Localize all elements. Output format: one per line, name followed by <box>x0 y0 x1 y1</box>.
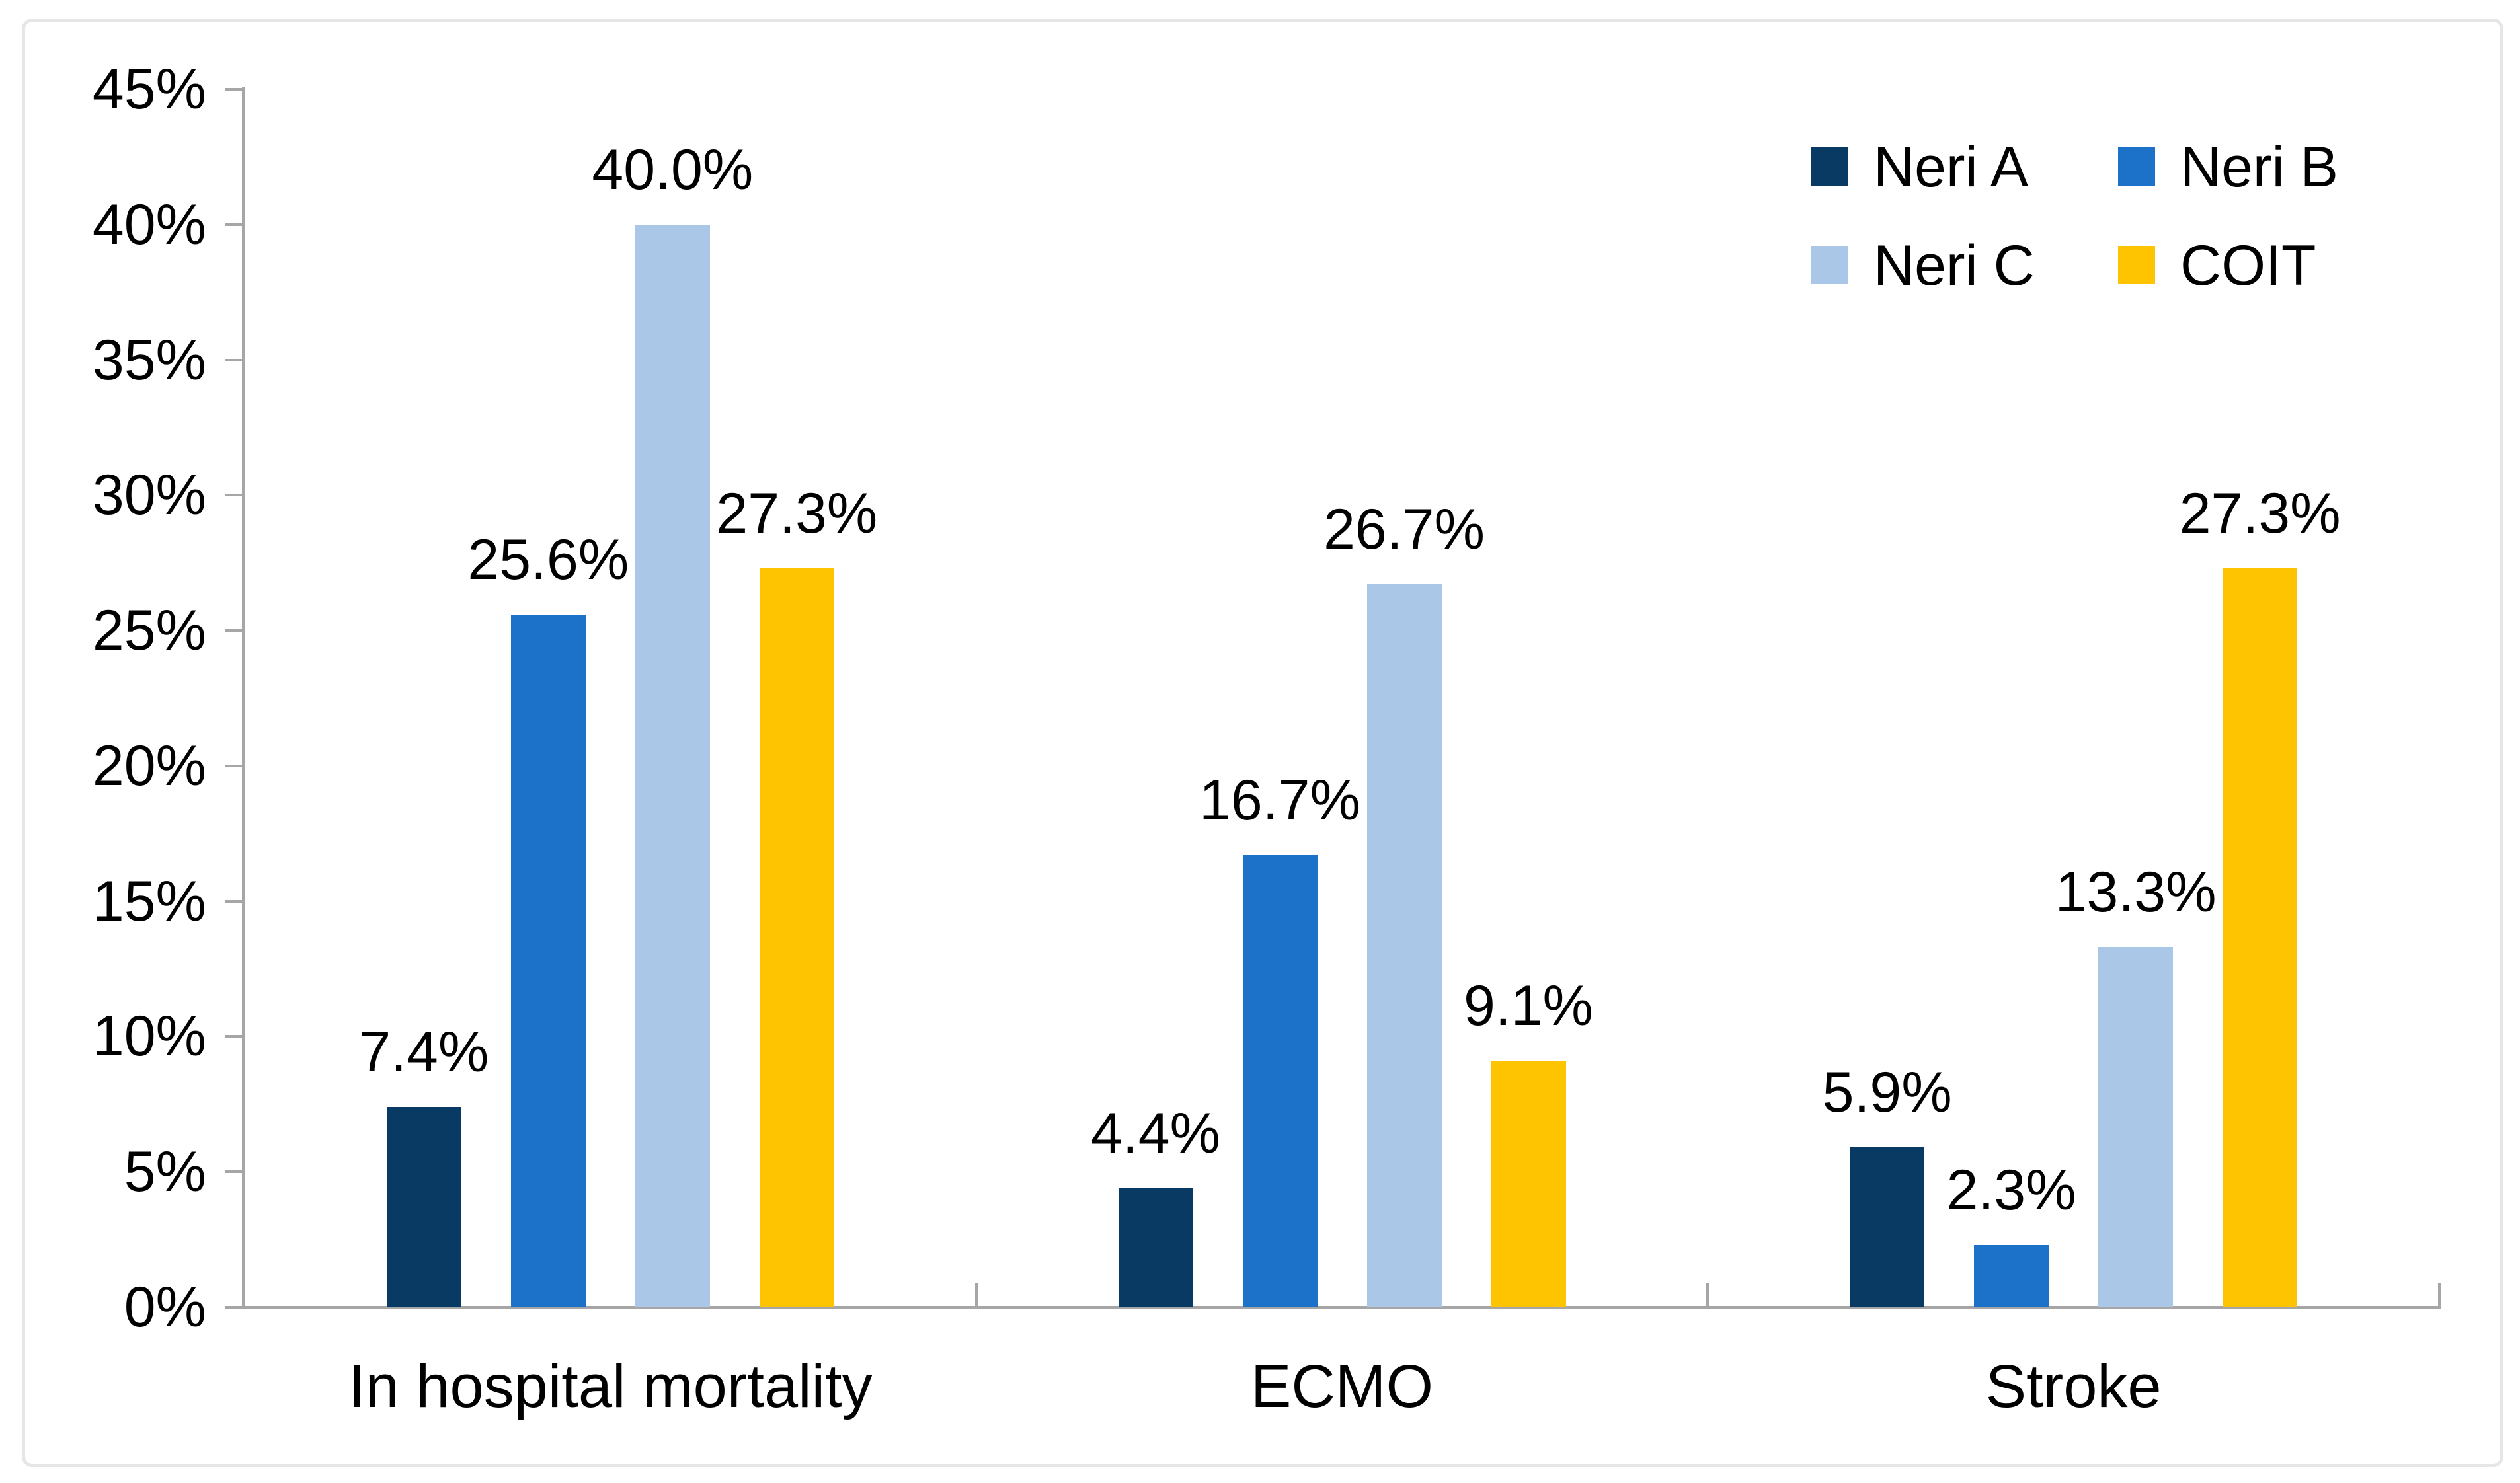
category-label-stroke: Stroke <box>1985 1353 2162 1420</box>
legend-swatch-coit <box>2118 246 2155 284</box>
legend-swatch-neri-c <box>1811 246 1848 284</box>
y-axis-tick <box>225 1306 245 1309</box>
category-label-ecmo: ECMO <box>1251 1353 1433 1420</box>
y-axis-tick <box>225 764 245 767</box>
y-axis-tick-label: 25% <box>92 599 206 663</box>
legend-label-neri-c: Neri C <box>1873 234 2035 297</box>
bar-neri-c-stroke <box>2098 947 2174 1307</box>
y-axis-tick-label: 10% <box>92 1005 206 1069</box>
bar-value-label: 25.6% <box>467 527 629 591</box>
bar-value-label: 5.9% <box>1822 1061 1952 1125</box>
y-axis-line <box>242 87 245 1309</box>
y-axis-tick-label: 30% <box>92 463 206 527</box>
bar-value-label: 4.4% <box>1090 1101 1221 1165</box>
y-axis-tick <box>225 629 245 632</box>
legend-label-neri-a: Neri A <box>1873 135 2029 199</box>
y-axis-tick <box>225 1170 245 1174</box>
bar-value-label: 13.3% <box>2055 860 2217 925</box>
legend-swatch-neri-a <box>1811 147 1848 186</box>
y-axis-tick-label: 35% <box>92 328 206 392</box>
bar-coit-ecmo <box>1491 1061 1566 1307</box>
bar-neri-b-in-hospital-mortality <box>510 614 586 1307</box>
bar-neri-b-stroke <box>1974 1244 2049 1307</box>
y-axis-tick-label: 0% <box>124 1275 206 1339</box>
y-axis-tick-label: 40% <box>92 192 206 256</box>
y-axis-tick-label: 45% <box>92 57 206 121</box>
y-axis-tick <box>225 494 245 497</box>
y-axis-tick <box>225 223 245 226</box>
legend-swatch-neri-b <box>2118 147 2155 186</box>
y-axis-tick-label: 5% <box>124 1140 206 1204</box>
x-axis-line <box>242 1306 2441 1309</box>
bar-neri-a-ecmo <box>1118 1188 1193 1307</box>
bar-value-label: 2.3% <box>1946 1158 2076 1222</box>
x-axis-category-tick <box>1706 1283 1710 1306</box>
bar-value-label: 9.1% <box>1463 974 1594 1038</box>
legend-label-coit: COIT <box>2180 234 2316 297</box>
x-axis-category-tick <box>2438 1283 2441 1306</box>
bar-coit-stroke <box>2223 568 2298 1307</box>
bar-value-label: 7.4% <box>359 1020 489 1084</box>
x-axis-category-tick <box>974 1283 978 1306</box>
y-axis-tick-label: 20% <box>92 734 206 798</box>
category-label-in-hospital-mortality: In hospital mortality <box>348 1353 873 1420</box>
bar-neri-c-ecmo <box>1366 584 1442 1307</box>
bar-value-label: 40.0% <box>592 137 754 202</box>
bar-neri-a-in-hospital-mortality <box>386 1106 461 1307</box>
bar-neri-c-in-hospital-mortality <box>635 224 710 1307</box>
y-axis-tick <box>225 358 245 361</box>
bar-value-label: 16.7% <box>1199 769 1360 833</box>
bar-coit-in-hospital-mortality <box>759 568 834 1307</box>
bar-value-label: 26.7% <box>1323 498 1485 562</box>
bar-neri-b-ecmo <box>1242 855 1318 1307</box>
y-axis-tick <box>225 899 245 903</box>
legend-label-neri-b: Neri B <box>2180 135 2338 199</box>
bar-value-label: 27.3% <box>2179 481 2341 545</box>
bar-value-label: 27.3% <box>716 481 878 545</box>
y-axis-tick <box>225 88 245 91</box>
bar-neri-a-stroke <box>1850 1147 1925 1307</box>
y-axis-tick <box>225 1035 245 1038</box>
y-axis-tick-label: 15% <box>92 869 206 933</box>
